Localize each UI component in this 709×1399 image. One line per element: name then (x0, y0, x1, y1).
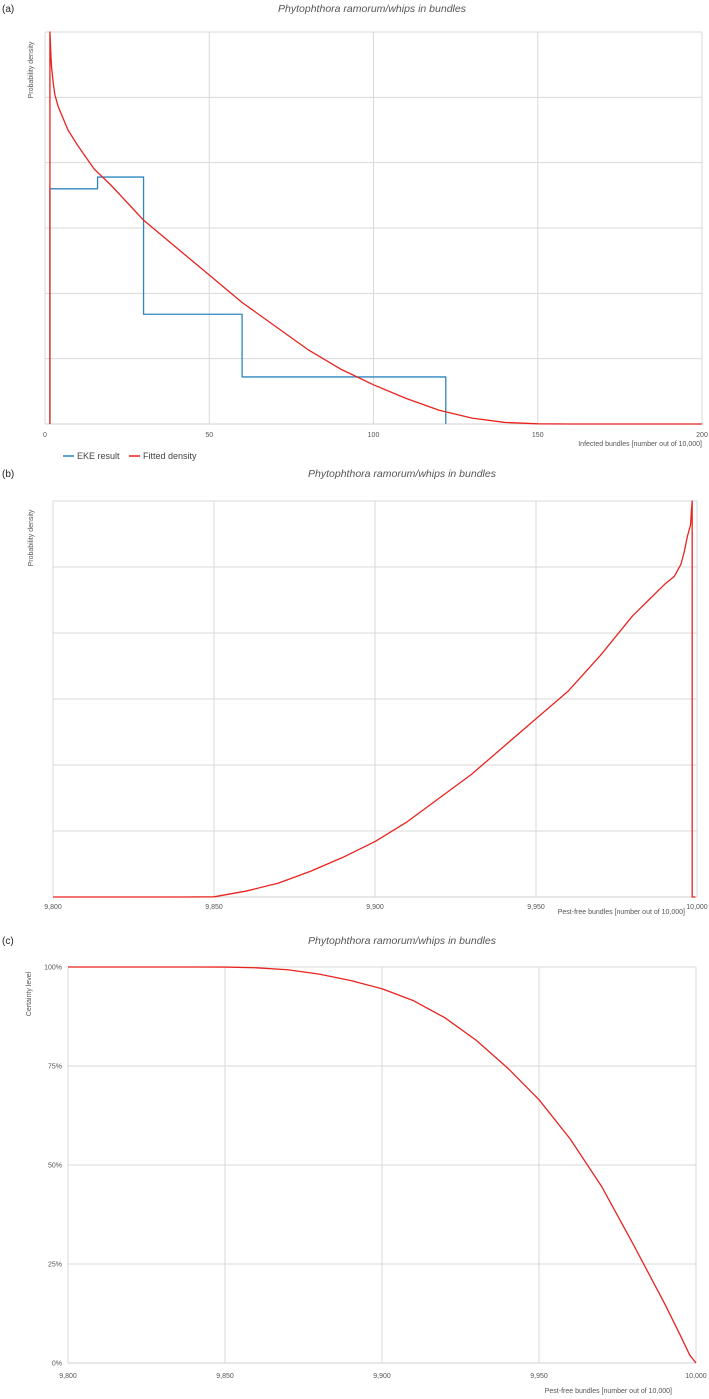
x-tick-label: 100 (368, 432, 380, 439)
x-tick-label: 10,000 (685, 1373, 707, 1380)
panel-label: (a) (2, 4, 14, 15)
x-tick-label: 200 (696, 432, 708, 439)
x-axis-label: Pest-free bundles [number out of 10,000] (558, 909, 685, 916)
legend-entry: EKE result (77, 451, 120, 461)
chart-panel-1: (a) Phytophthora ramorum/whips in bundles… (2, 3, 708, 461)
x-tick-label: 9,800 (59, 1373, 77, 1380)
x-tick-label: 9,950 (530, 1373, 548, 1380)
chart-title: Phytophthora ramorum/whips in bundles (308, 468, 497, 480)
density-line (68, 966, 697, 1364)
fitted-density-line (49, 31, 702, 425)
y-axis-label: Certainty level (26, 971, 33, 1016)
x-tick-label: 0 (43, 432, 47, 439)
x-tick-label: 150 (532, 432, 544, 439)
density-line (53, 500, 696, 898)
x-tick-label: 9,900 (366, 904, 384, 911)
x-axis-label: Infected bundles [number out of 10,000] (578, 441, 702, 448)
legend-entry: Fitted density (143, 451, 197, 461)
y-axis-label: Probability density (28, 509, 35, 566)
y-tick-label: 0% (52, 1361, 62, 1368)
x-axis-label: Pest-free bundles [number out of 10,000] (545, 1388, 672, 1395)
y-tick-label: 100% (44, 965, 62, 972)
chart-title: Phytophthora ramorum/whips in bundles (308, 935, 497, 947)
chart-title: Phytophthora ramorum/whips in bundles (278, 3, 467, 15)
x-tick-label: 50 (205, 432, 213, 439)
x-tick-label: 9,850 (205, 904, 223, 911)
x-tick-label: 9,950 (527, 904, 545, 911)
x-tick-label: 10,000 (686, 904, 708, 911)
y-axis-label: Probability density (28, 41, 35, 98)
chart-panel-3: (c) Phytophthora ramorum/whips in bundles… (2, 935, 707, 1395)
chart-panel-2: (b) Phytophthora ramorum/whips in bundles… (2, 468, 708, 916)
x-tick-label: 9,900 (373, 1373, 391, 1380)
y-tick-label: 50% (48, 1163, 62, 1170)
x-tick-label: 9,800 (44, 904, 62, 911)
y-tick-label: 75% (48, 1064, 62, 1071)
eke-result-line (49, 176, 447, 424)
x-tick-label: 9,850 (216, 1373, 234, 1380)
panel-label: (c) (2, 936, 14, 947)
y-tick-label: 25% (48, 1262, 62, 1269)
panel-label: (b) (2, 469, 14, 480)
